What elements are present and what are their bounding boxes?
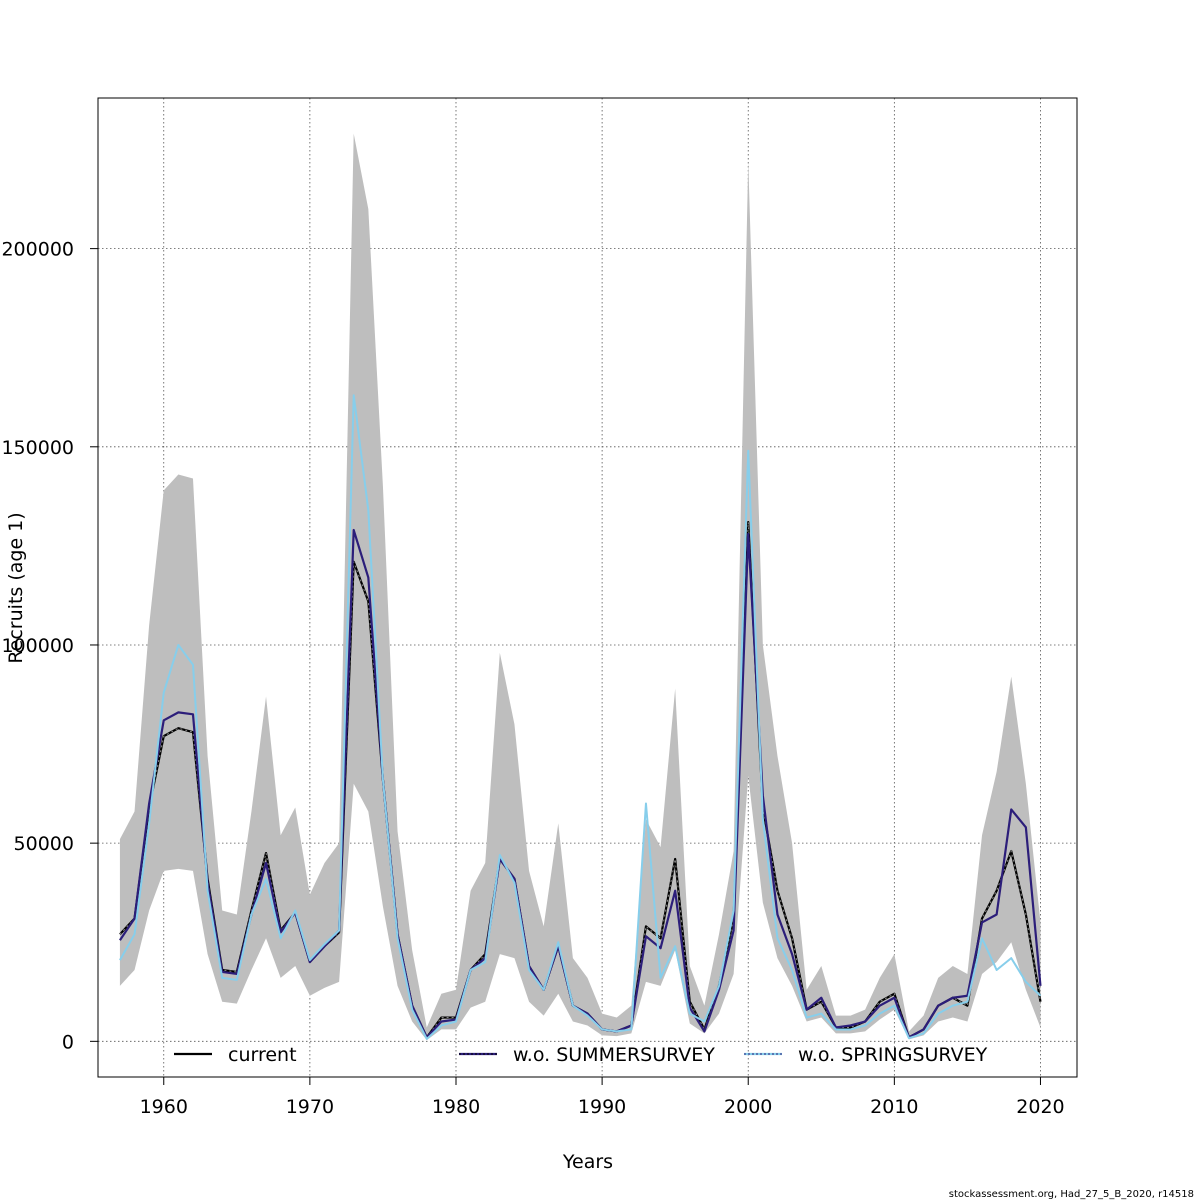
legend: current w.o. SUMMERSURVEY w.o. SPRINGSURVE…	[174, 1044, 988, 1066]
y-tick-label-50000: 50000	[14, 833, 74, 855]
legend-label-1: w.o. SUMMERSURVEY	[513, 1044, 715, 1066]
footer-credit: stockassessment.org, Had_27_5_B_2020, r1…	[949, 1189, 1194, 1200]
x-tick-label-1980: 1980	[432, 1096, 480, 1118]
confidence-band-layer	[119, 133, 1041, 1041]
grid-layer	[98, 98, 1077, 1077]
y-axis-title: Recruits (age 1)	[5, 512, 27, 663]
x-tick-label-2000: 2000	[724, 1096, 772, 1118]
series-layer	[119, 394, 1042, 1040]
y-tick-label-200000: 200000	[1, 239, 74, 261]
x-tick-label-2020: 2020	[1016, 1096, 1064, 1118]
x-axis-title: Years	[562, 1151, 613, 1173]
x-tick-label-2010: 2010	[870, 1096, 918, 1118]
y-tick-label-0: 0	[62, 1031, 74, 1053]
confidence-band	[119, 133, 1041, 1041]
legend-label-2: w.o. SPRINGSURVEY	[798, 1044, 988, 1066]
axis-layer: 1960 1970 1980 1990 2000 2010 2020 0 50000 100000…	[1, 239, 1064, 1118]
x-tick-label-1960: 1960	[140, 1096, 188, 1118]
legend-label-0: current	[228, 1044, 297, 1066]
y-tick-label-100000: 100000	[1, 635, 74, 657]
y-tick-label-150000: 150000	[1, 437, 74, 459]
series-line-2	[119, 394, 1042, 1040]
x-tick-label-1970: 1970	[286, 1096, 334, 1118]
x-tick-label-1990: 1990	[578, 1096, 626, 1118]
